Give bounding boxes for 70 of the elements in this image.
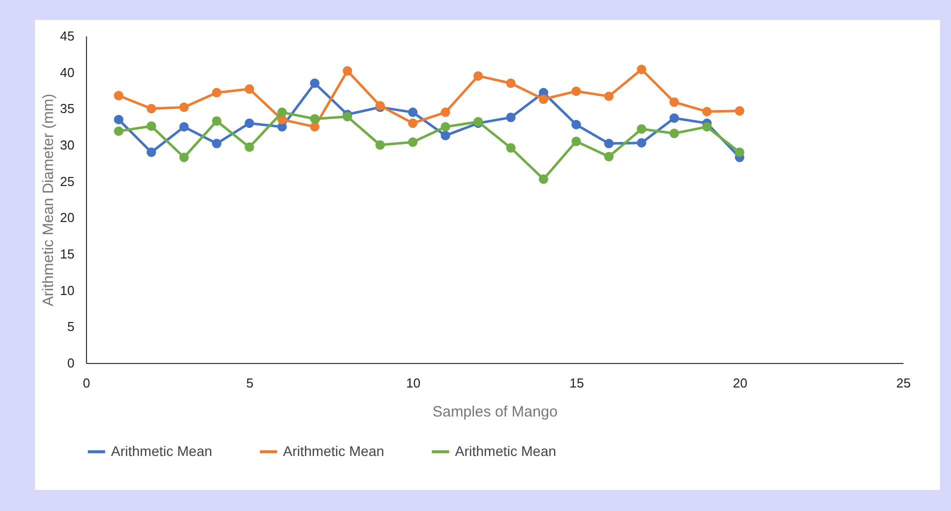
point [571,86,581,96]
y-axis-title: Arithmetic Mean Diameter (mm) [40,94,58,306]
point [571,136,581,146]
point [310,78,320,88]
point [179,102,189,112]
x-tick-label: 10 [406,376,421,390]
y-tick-label: 0 [67,356,74,370]
x-tick-label: 20 [732,376,748,390]
point [734,148,744,157]
point [114,114,124,124]
point [342,66,352,76]
x-axis-title: Samples of Mango [432,404,558,420]
point [702,122,712,132]
legend-label: Arithmetic Mean [111,442,212,459]
y-tick-label: 45 [60,28,74,44]
point [538,174,548,184]
point [375,140,385,150]
legend-label: Arithmetic Mean [455,442,556,459]
y-tick-label: 20 [60,210,74,226]
point [212,88,222,98]
point [408,137,418,147]
point [571,120,581,130]
point [212,138,222,148]
point [277,108,287,118]
point [473,71,483,81]
point [179,122,189,132]
point [244,84,254,94]
point [538,94,548,104]
point [440,122,450,132]
point [244,142,254,152]
point [408,108,418,118]
x-tick-label: 5 [246,376,254,390]
point [408,118,418,128]
point [669,128,679,138]
point [636,138,646,148]
point [669,97,679,107]
point [506,112,516,122]
point [506,143,516,153]
point [506,78,516,88]
x-tick-label: 15 [569,376,584,390]
point [669,113,679,123]
y-tick-label: 5 [67,319,74,334]
point [310,114,320,124]
point [636,124,646,134]
point [146,104,156,114]
point [179,152,189,162]
legend-label: Arithmetic Mean [283,442,384,459]
point [212,116,222,126]
point [244,118,254,128]
y-tick-label: 15 [60,246,74,262]
x-tick-label: 25 [896,376,911,390]
point [604,138,614,148]
point [702,106,712,116]
y-tick-label: 30 [60,138,74,152]
point [146,121,156,131]
point [604,92,614,102]
point [114,126,124,136]
x-tick-label: 0 [82,376,90,390]
y-tick-label: 10 [60,282,74,298]
point [440,130,450,140]
point [734,106,744,116]
y-tick-label: 25 [60,174,74,189]
point [114,90,124,100]
point [604,152,614,162]
point [310,122,320,132]
point [146,148,156,157]
y-tick-label: 40 [60,64,74,80]
point [440,108,450,118]
y-tick-label: 35 [60,101,74,116]
point [636,64,646,74]
